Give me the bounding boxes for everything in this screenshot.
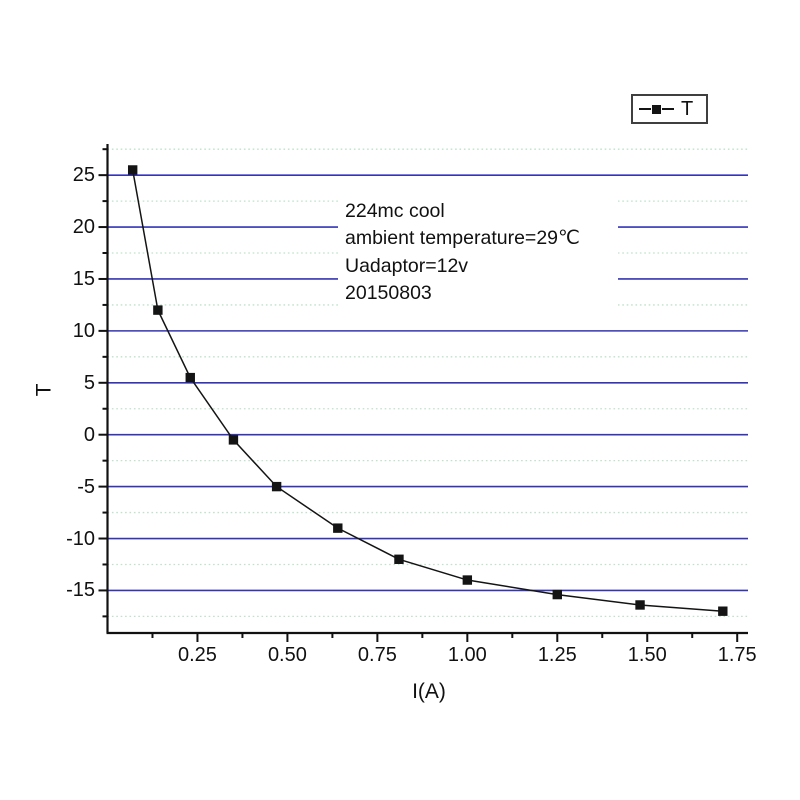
data-point-marker (718, 606, 728, 616)
y-axis-title: T (32, 383, 56, 397)
data-point-marker (552, 589, 562, 600)
legend-line-symbol (662, 108, 674, 110)
legend-label: T (681, 98, 694, 120)
x-axis-title: I(A) (412, 680, 446, 703)
data-point-marker (635, 600, 645, 610)
data-point-marker (462, 575, 473, 585)
data-point-marker (228, 435, 239, 445)
data-point-marker (333, 523, 343, 533)
annotation-line: ambient temperature=29℃ (345, 227, 580, 250)
annotation-line: Uadaptor=12v (345, 254, 469, 277)
annotation-line: 20150803 (345, 281, 432, 304)
legend-marker-symbol (652, 104, 661, 114)
legend-line-symbol (639, 108, 651, 110)
legend-box: T (631, 94, 708, 124)
annotation-box: 224mc cool ambient temperature=29℃ Uadap… (338, 197, 618, 307)
data-point-marker (185, 372, 195, 383)
data-point-marker (271, 481, 282, 492)
annotation-line: 224mc cool (345, 200, 445, 222)
data-point-marker (394, 554, 404, 564)
data-point-marker (127, 165, 138, 175)
data-point-marker (153, 305, 163, 315)
